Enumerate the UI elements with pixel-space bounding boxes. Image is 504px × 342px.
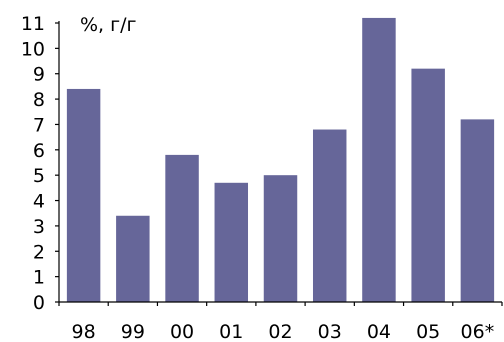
bar-05 xyxy=(411,68,445,303)
x-axis-ticks: 98 99 00 01 02 03 04 05 06* xyxy=(58,302,503,342)
bar-99 xyxy=(116,215,150,302)
x-tick-label: 00 xyxy=(170,321,194,342)
x-tick-label: 03 xyxy=(318,321,342,342)
y-tick-label: 11 xyxy=(21,13,45,35)
x-tick-label: 99 xyxy=(121,321,145,342)
bar-03 xyxy=(312,129,347,302)
y-tick-label: 2 xyxy=(33,241,45,263)
y-tick-label: 5 xyxy=(33,165,45,187)
bar-00 xyxy=(165,154,199,302)
bar-04 xyxy=(362,17,396,302)
y-tick-label: 3 xyxy=(33,216,45,238)
y-tick-label: 10 xyxy=(21,38,45,60)
bar-06star xyxy=(460,119,495,302)
y-axis-ticks: 0 1 2 3 4 5 6 7 8 9 10 11 xyxy=(21,13,59,314)
bar-98 xyxy=(66,88,101,302)
x-tick-label: 04 xyxy=(367,321,391,342)
x-tick-label: 05 xyxy=(416,321,440,342)
x-tick-label: 01 xyxy=(219,321,243,342)
y-tick-label: 1 xyxy=(33,267,45,289)
x-tick-label: 02 xyxy=(268,321,292,342)
x-tick-label: 06* xyxy=(461,321,495,342)
y-tick-label: 9 xyxy=(33,64,45,86)
y-tick-label: 6 xyxy=(33,140,45,162)
x-tick-label: 98 xyxy=(72,321,96,342)
y-tick-label: 4 xyxy=(33,191,45,213)
bar-02 xyxy=(263,175,298,302)
bars xyxy=(66,17,495,303)
y-tick-label: 7 xyxy=(33,114,45,136)
unit-label: %, г/г xyxy=(80,14,137,36)
y-tick-label: 8 xyxy=(33,89,45,111)
bar-01 xyxy=(214,182,249,302)
y-tick-label: 0 xyxy=(33,292,45,314)
